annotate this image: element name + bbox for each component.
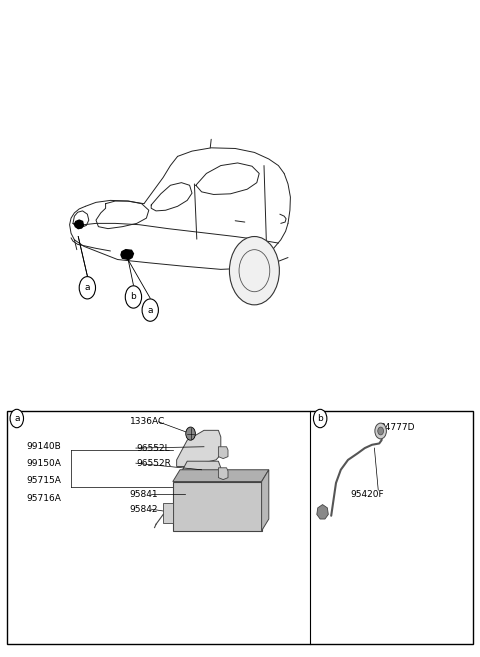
Polygon shape [177,430,221,466]
Polygon shape [121,250,133,260]
Text: 1336AC: 1336AC [130,417,165,426]
Polygon shape [218,447,228,459]
Circle shape [125,286,142,308]
Circle shape [10,409,24,428]
Text: 95841: 95841 [130,489,158,499]
Polygon shape [74,220,84,229]
Polygon shape [177,461,221,493]
Text: a: a [14,414,20,423]
Text: 95716A: 95716A [26,493,61,503]
Text: 96552R: 96552R [137,459,172,468]
Polygon shape [218,468,228,480]
Text: a: a [84,283,90,292]
Text: 96552L: 96552L [137,443,170,453]
Text: 95420F: 95420F [350,489,384,499]
Text: a: a [147,306,153,315]
Polygon shape [163,503,173,523]
Text: 99140B: 99140B [26,442,61,451]
Bar [173,482,262,531]
Circle shape [142,299,158,321]
Text: 95842: 95842 [130,505,158,514]
Circle shape [229,237,279,305]
Circle shape [375,423,386,439]
Text: 95715A: 95715A [26,476,61,486]
Text: 84777D: 84777D [379,422,415,432]
Bar [7,411,473,644]
Polygon shape [262,470,269,531]
Text: b: b [131,292,136,302]
Text: b: b [317,414,323,423]
Polygon shape [173,470,269,482]
Text: 99150A: 99150A [26,459,61,468]
Circle shape [378,427,384,435]
Polygon shape [317,505,328,519]
Circle shape [313,409,327,428]
Circle shape [79,277,96,299]
Circle shape [186,427,195,440]
